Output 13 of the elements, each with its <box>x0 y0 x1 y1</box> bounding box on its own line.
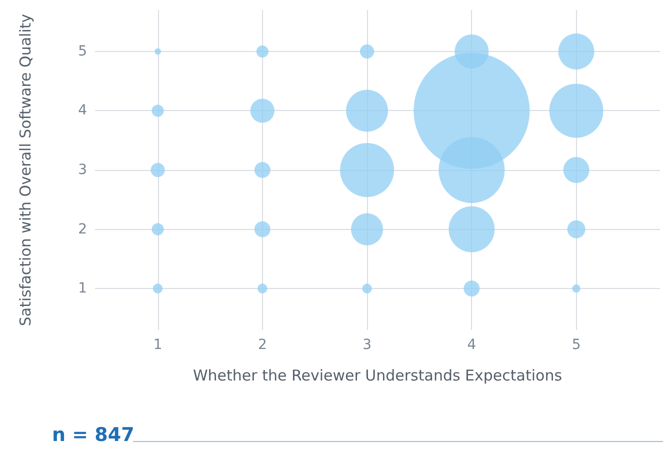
y-tick-label: 2 <box>78 221 87 238</box>
y-axis-title: Satisfaction with Overall Software Quality <box>16 14 34 326</box>
x-tick-label: 4 <box>467 337 476 353</box>
text: n = 847 <box>52 424 134 446</box>
x-tick-label: 5 <box>572 337 581 353</box>
y-tick-label: 1 <box>78 280 87 297</box>
x-tick-label: 1 <box>153 337 162 353</box>
x-tick-label: 2 <box>258 337 267 353</box>
x-tick-label: 3 <box>362 337 372 353</box>
y-tick-label: 5 <box>78 43 87 60</box>
y-tick-label: 3 <box>78 162 87 178</box>
y-tick-label: 4 <box>78 102 88 119</box>
x-axis-title: Whether the Reviewer Understands Expectations <box>192 366 562 384</box>
